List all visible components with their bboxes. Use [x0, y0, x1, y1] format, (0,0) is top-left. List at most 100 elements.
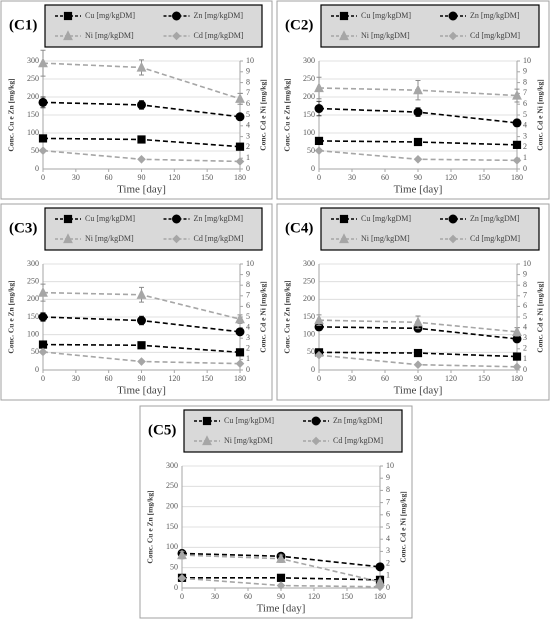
legend-label: Cu [mg/kgDM]: [361, 214, 411, 223]
y-tick-label: 200: [303, 92, 315, 101]
marker: [38, 134, 48, 143]
marker: [38, 97, 48, 107]
x-tick-label: 180: [234, 374, 246, 383]
marker: [448, 234, 458, 244]
legend-label: Ni [mg/kgDM]: [224, 436, 273, 445]
y2-tick-label: 3: [246, 131, 250, 140]
marker: [339, 30, 349, 41]
marker: [413, 360, 423, 370]
x-tick-label: 30: [72, 374, 80, 383]
y2-tick-label: 4: [523, 322, 527, 331]
legend-label: Ni [mg/kgDM]: [85, 31, 134, 40]
y2-tick-label: 5: [523, 312, 527, 321]
marker: [512, 89, 522, 100]
y-tick-label: 200: [166, 501, 178, 510]
y-tick-label: 100: [166, 542, 178, 551]
y2-tick-label: 6: [523, 301, 527, 310]
y2-tick-label: 1: [246, 153, 250, 162]
y2-tick-label: 6: [523, 99, 527, 108]
y-tick-label: 150: [303, 312, 315, 321]
x-tick-label: 180: [511, 173, 523, 182]
y2-tick-label: 7: [523, 88, 527, 97]
marker: [38, 340, 48, 349]
y2-tick-label: 7: [386, 497, 390, 506]
x-tick-label: 30: [72, 173, 80, 182]
y-axis-label: Conc. Cu e Zn [mg/kg]: [7, 280, 16, 353]
y-tick-label: 300: [166, 461, 178, 470]
y2-tick-label: 0: [246, 164, 250, 173]
y-axis-label: Conc. Cu e Zn [mg/kg]: [283, 78, 292, 151]
y-tick-label: 100: [27, 329, 39, 338]
x-axis-label: Time [day]: [394, 385, 443, 397]
y-tick-label: 300: [27, 56, 39, 65]
legend-box: [183, 409, 403, 453]
marker: [448, 11, 458, 21]
legend-box: [320, 4, 540, 48]
y2-tick-label: 0: [523, 365, 527, 374]
y2-tick-label: 5: [246, 110, 250, 119]
x-tick-label: 0: [41, 173, 45, 182]
x-axis-label: Time [day]: [394, 184, 443, 196]
x-tick-label: 90: [138, 374, 146, 383]
x-tick-label: 180: [234, 173, 246, 182]
y2-tick-label: 8: [246, 77, 250, 86]
marker: [235, 348, 245, 357]
legend-label: Zn [mg/kgDM]: [333, 416, 383, 425]
marker: [512, 362, 522, 372]
y2-tick-label: 10: [246, 56, 254, 65]
panel-title: (C4): [285, 220, 313, 236]
x-tick-label: 90: [414, 374, 422, 383]
legend-box: [320, 207, 540, 251]
x-tick-label: 30: [348, 173, 356, 182]
marker: [339, 233, 349, 244]
y-tick-label: 300: [303, 259, 315, 268]
marker: [314, 136, 324, 146]
x-tick-label: 60: [244, 592, 252, 601]
y-tick-label: 50: [170, 562, 178, 571]
y2-tick-label: 6: [386, 510, 390, 519]
panel-title: (C2): [285, 17, 313, 33]
legend-label: Zn [mg/kgDM]: [470, 11, 520, 20]
x-tick-label: 0: [41, 374, 45, 383]
y2-tick-label: 5: [523, 110, 527, 119]
y-tick-label: 200: [303, 294, 315, 303]
marker: [375, 562, 385, 572]
y2-tick-label: 3: [523, 333, 527, 342]
y2-tick-label: 6: [246, 99, 250, 108]
y2-tick-label: 0: [386, 583, 390, 592]
marker: [413, 154, 423, 164]
y-tick-label: 250: [27, 276, 39, 285]
y2-tick-label: 5: [386, 522, 390, 531]
marker: [137, 341, 146, 350]
marker: [314, 104, 324, 114]
y-tick-label: 150: [27, 312, 39, 321]
y2-tick-label: 0: [523, 164, 527, 173]
marker: [38, 57, 48, 68]
legend-label: Cd [mg/kgDM]: [470, 31, 520, 40]
y-tick-label: 250: [166, 481, 178, 490]
x-tick-label: 150: [201, 374, 213, 383]
x-tick-label: 120: [168, 374, 180, 383]
y-axis-label: Conc. Cu e Zn [mg/kg]: [7, 78, 16, 151]
y2-tick-label: 1: [386, 571, 390, 580]
marker: [202, 416, 212, 426]
marker: [137, 357, 146, 366]
marker: [172, 31, 181, 41]
x-tick-label: 60: [381, 173, 389, 182]
marker: [413, 107, 423, 117]
legend-box: [44, 4, 263, 48]
marker: [314, 82, 324, 93]
legend-label: Cu [mg/kgDM]: [361, 11, 411, 20]
y-tick-label: 50: [307, 347, 315, 356]
y-tick-label: 50: [307, 146, 315, 155]
legend-label: Zn [mg/kgDM]: [470, 214, 520, 223]
y2-tick-label: 1: [523, 153, 527, 162]
y2-axis-label: Conc. Cd e Ni [mg/kg]: [259, 281, 268, 352]
marker: [136, 61, 147, 72]
legend-label: Cd [mg/kgDM]: [194, 31, 244, 40]
marker: [413, 316, 423, 327]
marker: [63, 214, 73, 224]
marker: [512, 156, 522, 165]
